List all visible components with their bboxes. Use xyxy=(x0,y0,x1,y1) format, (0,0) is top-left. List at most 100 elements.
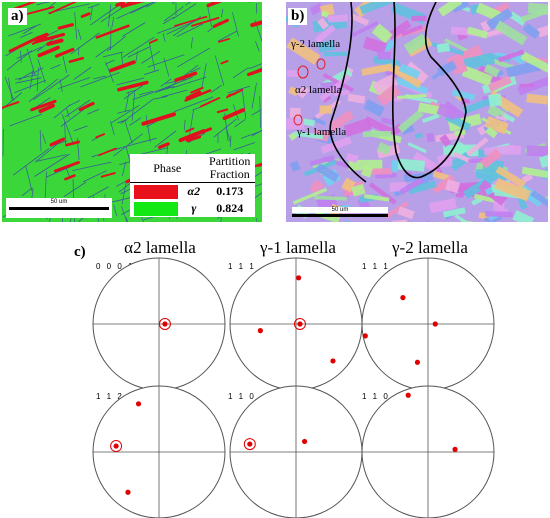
grain-boundary xyxy=(15,77,42,84)
grain-boundary xyxy=(232,12,239,37)
grain xyxy=(312,116,327,126)
grain-boundary xyxy=(28,78,58,103)
pf-index-r2c3: 1 1 0 xyxy=(362,392,390,401)
panel-c-label: c) xyxy=(74,244,86,260)
grain-boundary xyxy=(177,47,211,68)
grain xyxy=(392,219,408,222)
grain xyxy=(446,44,484,70)
grain-boundary xyxy=(171,76,207,89)
grain xyxy=(347,93,366,104)
alpha2-lamella xyxy=(185,127,195,133)
pole-point-ring xyxy=(158,318,171,330)
grain-boundary xyxy=(95,46,111,58)
grain-boundary xyxy=(87,108,100,115)
grain xyxy=(320,136,352,154)
grain-boundary xyxy=(139,90,154,96)
grain-boundary xyxy=(252,171,262,179)
alpha2-lamella xyxy=(95,24,130,39)
grain xyxy=(452,64,468,75)
grain-boundary xyxy=(60,107,87,127)
grain-boundary xyxy=(83,170,107,183)
grain-boundary xyxy=(126,89,137,94)
grain xyxy=(348,159,383,171)
grain-boundary xyxy=(190,67,201,73)
grain-boundary xyxy=(210,85,222,93)
grain xyxy=(494,177,531,202)
alpha2-lamella xyxy=(190,86,204,94)
grain-boundary xyxy=(113,204,118,217)
grain xyxy=(294,131,324,140)
grain-boundary xyxy=(93,75,106,80)
grain xyxy=(439,134,452,148)
grain-boundary xyxy=(25,165,33,192)
grain xyxy=(397,158,425,172)
grain xyxy=(494,20,528,46)
alpha2-lamella xyxy=(49,137,65,147)
grain-boundary xyxy=(229,135,232,148)
grain xyxy=(376,83,401,107)
grain-boundary xyxy=(74,12,78,40)
grain xyxy=(411,15,427,22)
alpha2-lamella xyxy=(78,101,95,112)
label-gamma2-lamella: γ-2 lamella xyxy=(291,38,341,50)
pole-marker-c xyxy=(293,114,303,126)
grain xyxy=(387,19,412,40)
grain xyxy=(450,2,470,14)
grain xyxy=(362,130,392,138)
grain xyxy=(396,93,427,100)
legend-alpha2-label: α2 xyxy=(187,184,201,198)
grain-boundary xyxy=(100,6,125,23)
grain-boundary xyxy=(204,148,222,155)
grain-boundary xyxy=(64,99,91,118)
grain-boundary xyxy=(63,181,87,197)
grain-boundary xyxy=(26,48,36,76)
grain-boundary xyxy=(242,90,247,120)
grain xyxy=(526,93,548,105)
pole-point xyxy=(405,392,411,398)
legend-gamma-label: γ xyxy=(191,201,197,215)
pole-point xyxy=(362,333,368,339)
alpha2-lamella xyxy=(8,35,41,53)
pf-index-r1c3: 1 1 1 xyxy=(362,262,390,271)
grain-boundary xyxy=(4,76,15,101)
grain xyxy=(537,19,548,38)
grain-boundary xyxy=(105,59,115,65)
grain-boundary xyxy=(253,192,262,199)
pole-point xyxy=(414,359,421,365)
grain-boundary xyxy=(122,22,146,37)
alpha2-lamella xyxy=(178,129,206,143)
grain xyxy=(485,211,513,218)
grain xyxy=(414,132,424,140)
panel-a-scalebar: 50 um xyxy=(6,198,112,218)
alpha2-lamella xyxy=(80,12,91,18)
alpha2-lamella xyxy=(98,147,117,157)
grain xyxy=(363,99,385,117)
grain xyxy=(397,109,424,133)
pf-index-r2c1: 1 1 2 0 xyxy=(96,392,135,401)
grain-boundary xyxy=(90,5,93,21)
grain xyxy=(520,51,548,75)
alpha2-lamella xyxy=(220,60,229,65)
grain xyxy=(445,179,461,194)
pole-point xyxy=(113,443,119,449)
grain-boundary xyxy=(130,4,149,14)
grain xyxy=(364,194,390,202)
alpha2-lamella xyxy=(54,47,75,58)
alpha2-lamella xyxy=(37,45,60,58)
grain-boundary xyxy=(87,3,100,9)
grain xyxy=(408,180,437,195)
phase-legend: Phase Partition Fraction α2 0.173 γ 0.82… xyxy=(130,154,255,217)
grain-boundary xyxy=(171,2,176,5)
grain-boundary xyxy=(59,78,63,92)
grain-boundary xyxy=(214,55,225,86)
grain xyxy=(390,159,400,173)
grain xyxy=(371,23,393,44)
grain-boundary xyxy=(184,2,192,6)
grain-boundary xyxy=(162,33,166,42)
grain-boundary xyxy=(135,51,138,62)
grain xyxy=(512,210,535,222)
grain xyxy=(317,40,335,53)
pole-point xyxy=(400,295,406,301)
grain-boundary xyxy=(111,16,115,28)
grain-boundary xyxy=(248,63,262,70)
